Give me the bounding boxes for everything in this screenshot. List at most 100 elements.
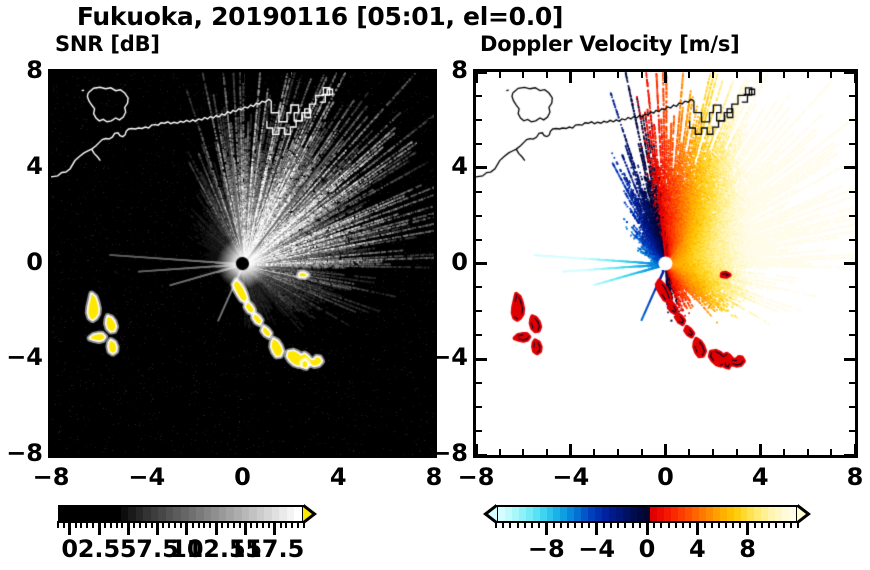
x-tick-label: 0 — [234, 463, 251, 491]
x-tick — [806, 72, 809, 78]
colorbar-arrow-min-fill — [488, 507, 497, 521]
x-tick — [593, 449, 596, 455]
colorbar-cell — [158, 507, 167, 521]
snr-radar-image — [51, 72, 434, 455]
doppler-plot-area[interactable] — [473, 69, 858, 458]
colorbar-minor-tick — [739, 521, 742, 528]
y-tick — [51, 142, 57, 145]
x-tick — [546, 449, 549, 455]
colorbar-cell — [264, 507, 272, 521]
y-tick — [849, 334, 855, 337]
x-tick — [853, 444, 857, 455]
x-tick-label: 8 — [425, 463, 443, 491]
x-tick — [97, 449, 100, 455]
x-tick — [498, 72, 501, 78]
colorbar-major-tick — [156, 521, 160, 535]
colorbar-cell — [574, 507, 582, 521]
colorbar-cell — [97, 507, 106, 521]
x-tick — [385, 72, 388, 78]
colorbar-cell — [657, 507, 665, 521]
snr-colorbar[interactable]: 0 2.5 5 7.5 10 12.5 15 17.5 — [48, 504, 440, 563]
doppler-radar-image — [476, 72, 855, 455]
colorbar-cell — [671, 507, 679, 521]
colorbar-minor-tick — [279, 521, 282, 528]
colorbar-minor-tick — [681, 521, 684, 528]
snr-plot-area[interactable] — [48, 69, 437, 458]
x-tick — [806, 449, 809, 455]
colorbar-cell — [271, 507, 280, 521]
colorbar-minor-tick — [516, 521, 519, 528]
x-tick — [289, 72, 292, 78]
x-tick — [432, 444, 436, 455]
colorbar-cell — [75, 507, 83, 521]
colorbar-minor-tick — [238, 521, 241, 528]
colorbar-tick-label: 12.5 — [186, 535, 246, 563]
x-tick — [617, 449, 620, 455]
y-tick — [849, 286, 855, 289]
y-tick — [428, 430, 434, 433]
colorbar-major-tick — [97, 521, 101, 535]
y-tick — [51, 453, 62, 457]
colorbar-minor-tick — [285, 521, 288, 528]
colorbar-minor-tick — [753, 521, 756, 528]
x-tick — [73, 72, 76, 78]
y-tick-label: −4 — [431, 343, 468, 372]
colorbar-cell — [150, 507, 159, 521]
y-tick — [476, 430, 482, 433]
y-tick — [849, 382, 855, 385]
y-tick — [428, 286, 434, 289]
colorbar-minor-tick — [57, 521, 59, 528]
colorbar-minor-tick — [660, 521, 663, 528]
colorbar-arrow-max-fill — [797, 507, 806, 521]
x-tick — [735, 449, 738, 455]
colorbar-cell — [726, 507, 734, 521]
colorbar-minor-tick — [538, 521, 541, 528]
colorbar-minor-tick — [226, 521, 229, 528]
colorbar-minor-tick — [303, 521, 305, 528]
colorbar-cell — [60, 507, 68, 521]
colorbar-minor-tick — [689, 521, 692, 528]
snr-panel-title: SNR [dB] — [55, 32, 160, 56]
colorbar-minor-tick — [502, 521, 505, 528]
colorbar-major-tick — [746, 521, 750, 535]
y-tick — [428, 406, 434, 409]
colorbar-tick-label: 5 — [119, 535, 137, 563]
y-tick — [51, 238, 57, 241]
doppler-colorbar[interactable]: −8 −4 0 4 8 — [473, 504, 863, 563]
colorbar-tick-label: 2.5 — [77, 535, 121, 563]
colorbar-minor-tick — [674, 521, 677, 528]
colorbar-cell — [581, 507, 589, 521]
y-tick — [476, 334, 482, 337]
colorbar-cell — [622, 507, 630, 521]
colorbar-major-tick — [243, 521, 247, 535]
x-tick — [385, 449, 388, 455]
colorbar-cell — [733, 507, 741, 521]
y-tick-label: −8 — [431, 439, 468, 467]
y-tick — [51, 334, 57, 337]
colorbar-cell — [782, 507, 790, 521]
x-tick-label: −8 — [457, 463, 495, 491]
colorbar-cell — [211, 507, 219, 521]
y-tick — [476, 94, 482, 97]
y-tick — [51, 70, 62, 74]
colorbar-cell — [789, 507, 797, 521]
colorbar-cell — [532, 507, 540, 521]
colorbar-minor-tick — [530, 521, 533, 528]
y-tick — [51, 190, 57, 193]
x-tick — [830, 72, 833, 78]
colorbar-minor-tick — [86, 521, 89, 528]
colorbar-major-tick — [126, 521, 130, 535]
x-tick — [336, 72, 340, 83]
y-tick — [428, 118, 434, 121]
colorbar-cell — [165, 507, 174, 521]
colorbar-major-tick — [544, 521, 548, 535]
x-tick — [782, 449, 785, 455]
colorbar-minor-tick — [62, 521, 65, 528]
colorbar-tick-label: 0 — [638, 535, 656, 563]
x-tick — [336, 444, 340, 455]
colorbar-minor-tick — [667, 521, 670, 528]
colorbar-minor-tick — [717, 521, 720, 528]
colorbar-minor-tick — [725, 521, 728, 528]
x-tick — [830, 449, 833, 455]
colorbar-cell — [595, 507, 603, 521]
